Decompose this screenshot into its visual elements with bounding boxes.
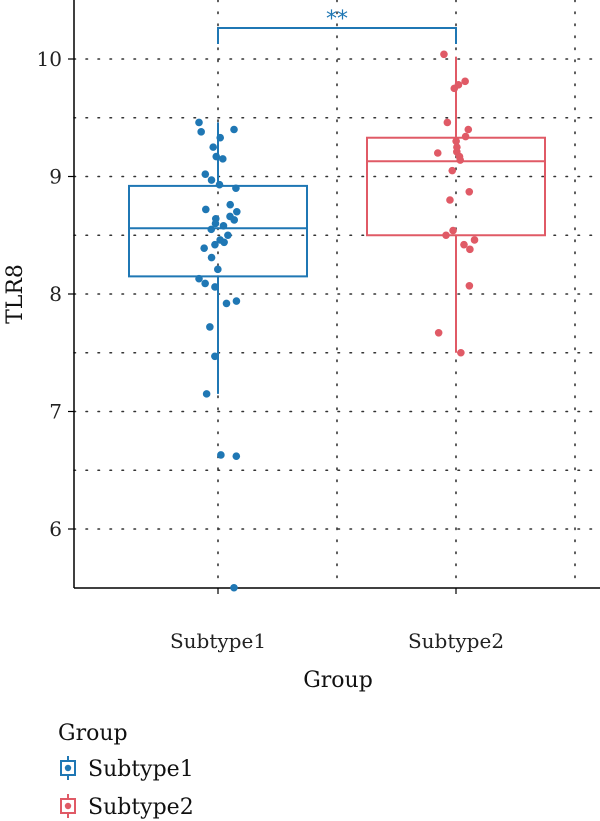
data-point bbox=[443, 118, 452, 127]
data-point bbox=[448, 166, 457, 175]
y-tick-label: 6 bbox=[49, 517, 62, 541]
y-tick-label: 10 bbox=[37, 47, 62, 71]
data-point bbox=[466, 245, 474, 254]
data-point bbox=[440, 50, 448, 59]
legend-key-point bbox=[64, 764, 72, 772]
legend-item-label: Subtype2 bbox=[88, 795, 194, 820]
data-point bbox=[212, 152, 221, 161]
data-point bbox=[215, 180, 224, 189]
data-point bbox=[230, 583, 238, 592]
y-tick-label: 7 bbox=[49, 400, 62, 424]
data-point bbox=[200, 244, 208, 252]
x-tick-label: Subtype2 bbox=[408, 629, 504, 653]
data-point bbox=[202, 390, 211, 398]
significance-line bbox=[217, 27, 457, 44]
data-point bbox=[202, 205, 210, 214]
y-tick-label: 8 bbox=[49, 282, 62, 306]
iqr-box bbox=[128, 184, 308, 278]
y-axis-title: TLR8 bbox=[3, 264, 28, 324]
y-tick-label: 9 bbox=[49, 165, 62, 189]
legend-item-subtype1: Subtype1 bbox=[60, 756, 194, 782]
legend-item-label: Subtype1 bbox=[88, 757, 194, 782]
data-point bbox=[442, 231, 450, 240]
data-point bbox=[460, 240, 468, 249]
data-point bbox=[232, 184, 240, 193]
data-point bbox=[220, 238, 228, 247]
data-point bbox=[211, 240, 219, 249]
data-point bbox=[206, 323, 214, 331]
grid-lines bbox=[73, 0, 600, 589]
data-point bbox=[446, 196, 454, 204]
data-point bbox=[218, 155, 227, 163]
data-point bbox=[230, 125, 238, 134]
x-tick-labels: Subtype1 Subtype2 bbox=[170, 588, 504, 653]
data-point bbox=[195, 118, 203, 127]
data-point bbox=[232, 452, 241, 460]
data-point bbox=[207, 253, 216, 262]
legend-item-subtype2: Subtype2 bbox=[60, 794, 194, 820]
data-point bbox=[217, 451, 225, 459]
legend-key-point bbox=[64, 802, 72, 810]
data-point bbox=[465, 187, 474, 196]
data-point bbox=[449, 226, 457, 235]
data-point bbox=[434, 328, 443, 337]
data-point bbox=[450, 84, 459, 93]
significance-label: ** bbox=[326, 7, 348, 32]
data-point bbox=[211, 219, 220, 228]
data-point bbox=[209, 143, 218, 151]
legend-title: Group bbox=[58, 721, 128, 746]
data-point bbox=[219, 222, 228, 230]
data-point bbox=[195, 274, 203, 283]
data-point bbox=[216, 133, 225, 142]
data-point bbox=[461, 132, 470, 141]
data-point bbox=[452, 137, 460, 146]
data-point bbox=[211, 352, 219, 361]
data-point bbox=[214, 265, 222, 274]
data-point bbox=[433, 149, 442, 157]
data-point bbox=[207, 176, 216, 184]
x-tick-label: Subtype1 bbox=[170, 629, 266, 653]
y-tick-labels: 6 7 8 9 10 bbox=[37, 47, 74, 541]
axes bbox=[73, 0, 600, 589]
data-points bbox=[195, 50, 479, 592]
data-point bbox=[470, 236, 479, 244]
data-point bbox=[464, 125, 473, 134]
data-point bbox=[197, 128, 205, 136]
data-point bbox=[233, 207, 241, 216]
data-point bbox=[465, 281, 474, 290]
significance-bracket: ** bbox=[217, 7, 457, 44]
data-point bbox=[461, 77, 469, 86]
data-point bbox=[457, 348, 465, 357]
data-point bbox=[211, 283, 219, 291]
x-axis-title: Group bbox=[303, 668, 373, 693]
data-point bbox=[222, 299, 231, 308]
data-point bbox=[201, 279, 209, 288]
box-subtype1 bbox=[128, 122, 308, 394]
data-point bbox=[224, 231, 232, 240]
legend-items: Subtype1 Subtype2 bbox=[60, 756, 194, 820]
data-point bbox=[207, 225, 216, 234]
data-point bbox=[201, 170, 210, 178]
legend: Group Subtype1 Subtype2 bbox=[58, 721, 194, 820]
data-point bbox=[226, 200, 235, 209]
data-point bbox=[230, 216, 239, 224]
data-point bbox=[232, 297, 241, 305]
data-point bbox=[456, 156, 465, 164]
